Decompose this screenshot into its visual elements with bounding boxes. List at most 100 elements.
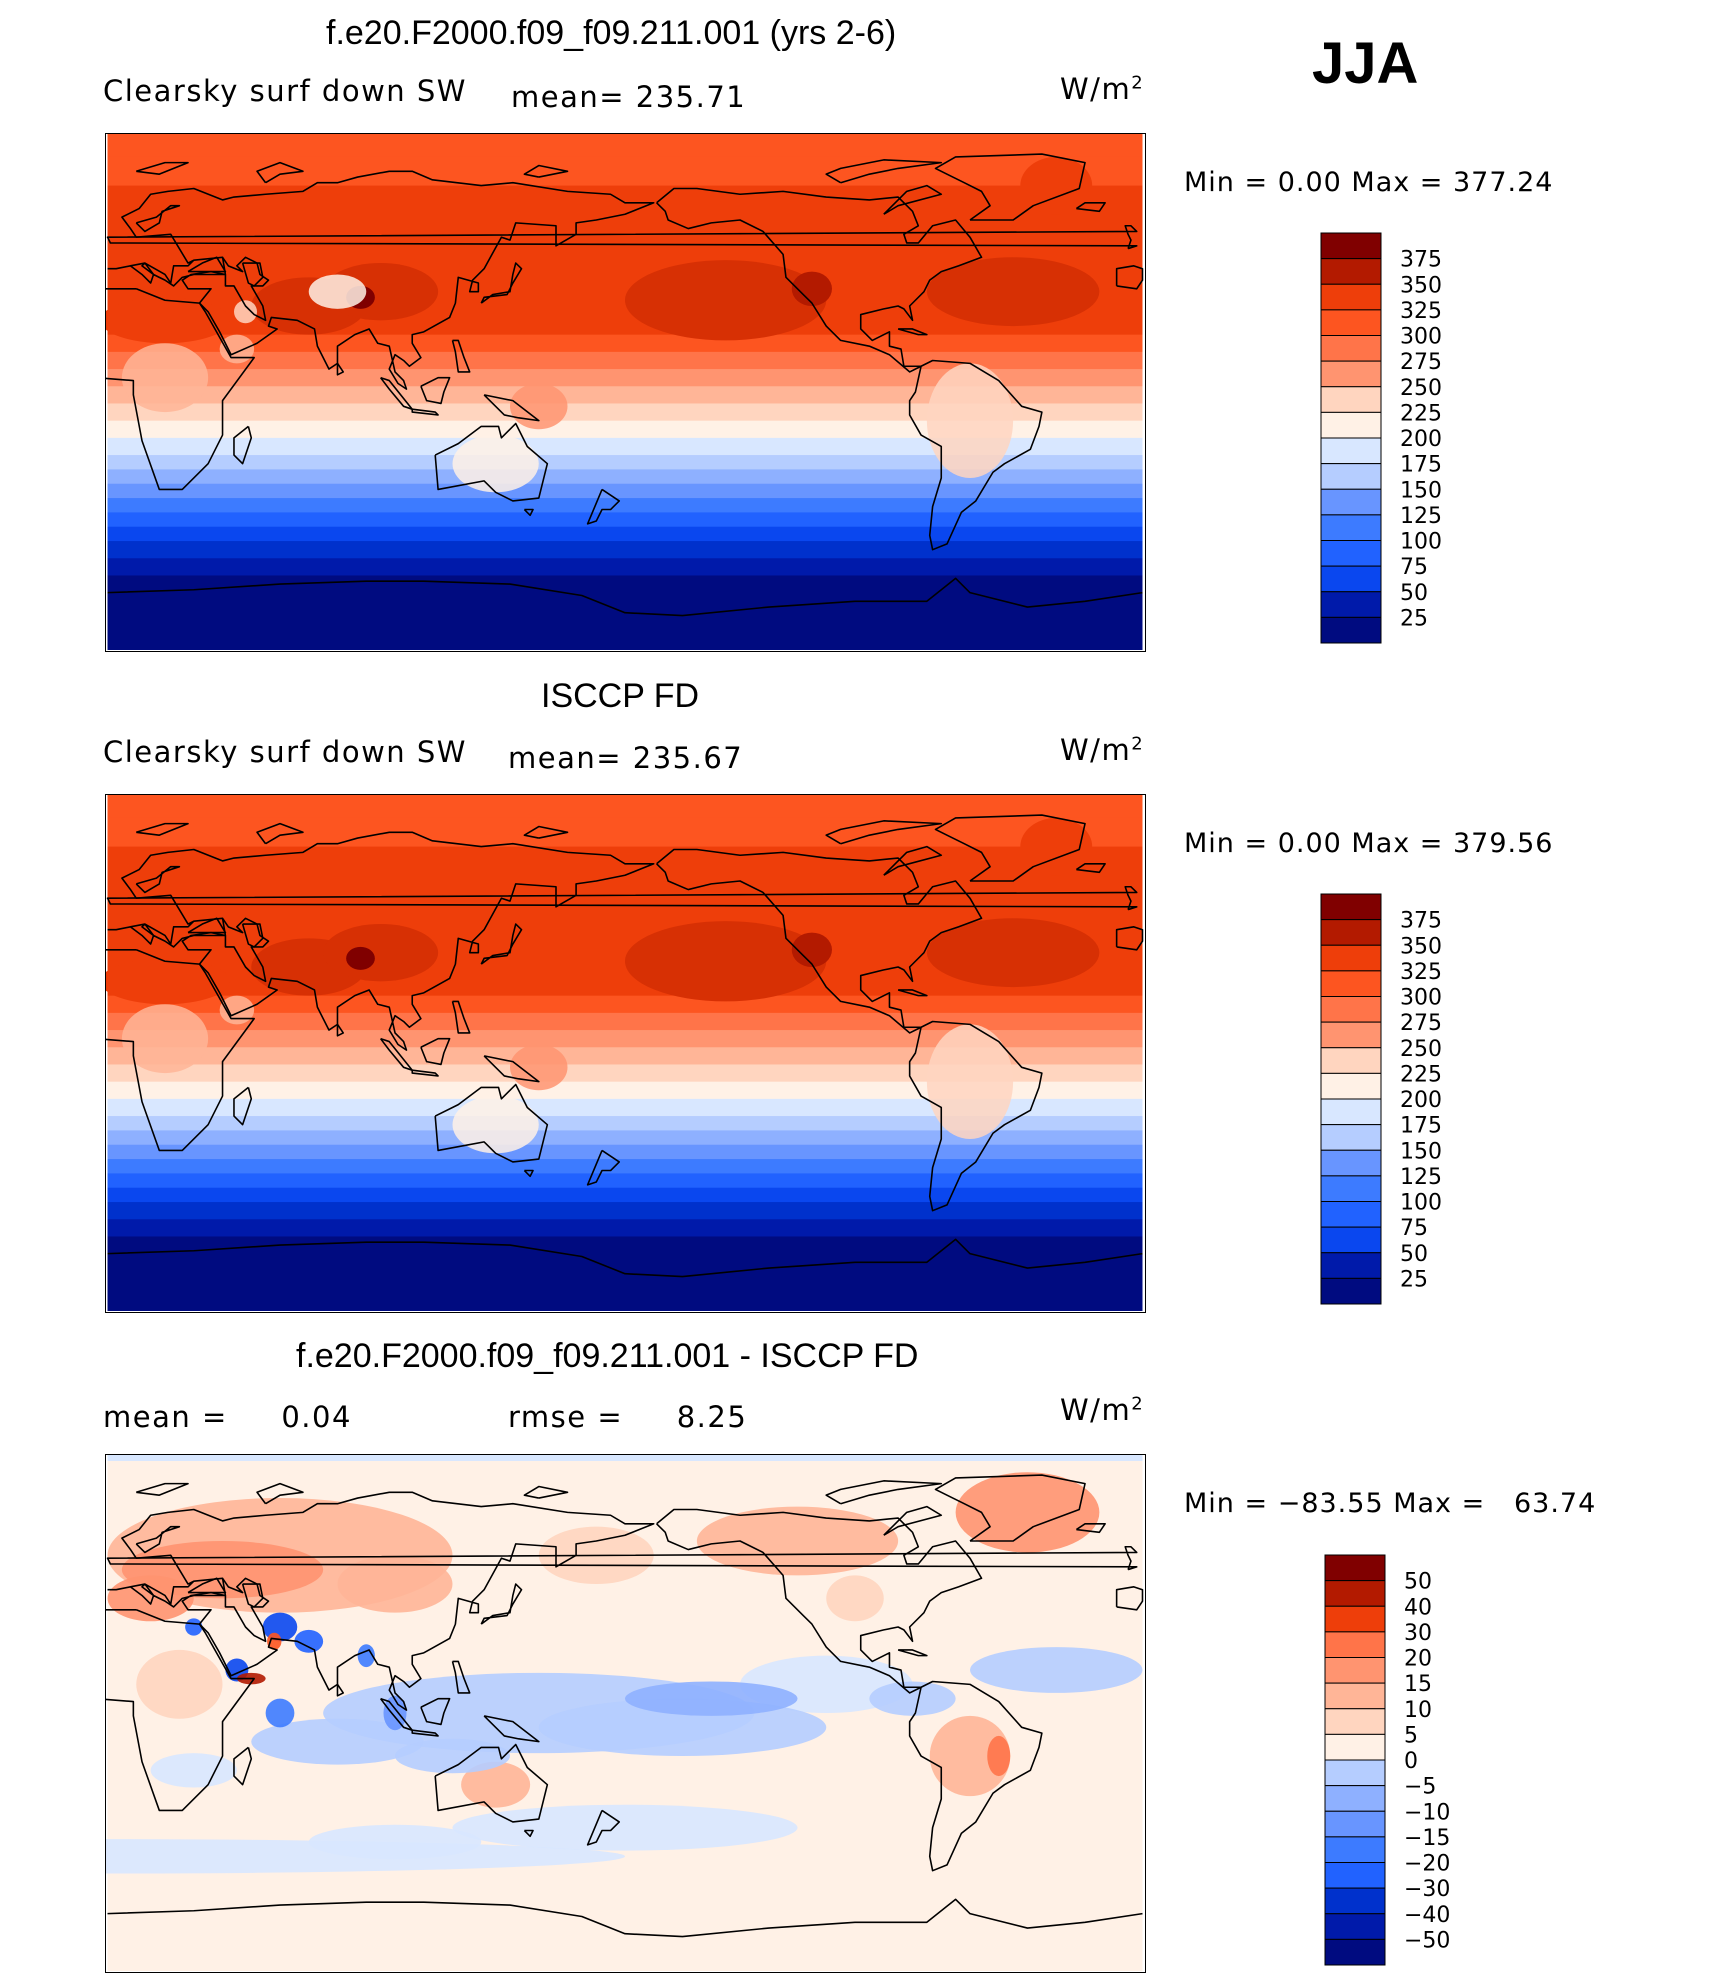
coastline — [1075, 863, 1106, 874]
field-band — [107, 1012, 1143, 1031]
colorbar-box — [1324, 1708, 1386, 1735]
field-anomaly — [185, 1618, 203, 1636]
field-band — [107, 1173, 1143, 1189]
field-band — [107, 469, 1143, 485]
field-difference — [106, 1455, 1143, 1971]
field-band — [107, 1098, 1143, 1117]
field-anomaly — [625, 1681, 798, 1716]
field-anomaly — [452, 1804, 798, 1851]
colorbar-tick-label: −20 — [1404, 1852, 1450, 1877]
field-anomaly — [294, 1629, 324, 1653]
field-band — [107, 420, 1143, 439]
coastline — [411, 408, 439, 416]
field-anomaly — [955, 1472, 1100, 1553]
colorbar-box — [1324, 1554, 1386, 1582]
colorbar-box — [1320, 488, 1382, 516]
coastline — [523, 825, 569, 839]
colorbar-box — [1320, 1047, 1382, 1074]
field-anomaly — [337, 1555, 453, 1613]
field-anomaly — [383, 1695, 407, 1731]
coastline — [379, 1037, 414, 1071]
colorbar-tick-label: 225 — [1400, 1062, 1442, 1087]
colorbar-box — [1320, 335, 1382, 362]
field-maximum — [106, 958, 230, 1005]
field-maximum — [625, 260, 827, 341]
units-label: W/m2 — [1060, 733, 1145, 767]
coastline — [420, 376, 451, 405]
field-band — [107, 1030, 1143, 1048]
colorbar-tick-label: 75 — [1400, 1216, 1428, 1241]
colorbar-tick-label: 250 — [1400, 1037, 1442, 1062]
coastline — [897, 1649, 928, 1657]
colorbar-tick-label: 175 — [1400, 453, 1442, 478]
colorbar-box — [1320, 893, 1382, 921]
coastline — [825, 1480, 943, 1505]
coastlines — [106, 1474, 1144, 1938]
variable-label: Clearsky surf down SW — [103, 735, 467, 769]
coastline — [336, 1683, 345, 1697]
coastline — [825, 820, 943, 845]
field-band — [107, 242, 1143, 267]
colorbar-tick-label: 5 — [1404, 1723, 1418, 1748]
field-anomaly — [987, 1735, 1011, 1777]
colorbar-tick-label: 325 — [1400, 960, 1442, 985]
colorbar-tick-label: 150 — [1400, 478, 1442, 503]
field-minimum — [510, 383, 568, 430]
coastlines — [106, 814, 1144, 1278]
field-anomaly — [107, 1575, 194, 1622]
colorbar-tick-label: 375 — [1400, 909, 1442, 934]
colorbar-tick-label: 10 — [1404, 1698, 1432, 1723]
colorbar-box — [1324, 1682, 1386, 1710]
field-maximum — [926, 257, 1100, 327]
field-band — [107, 1202, 1143, 1220]
colorbar-tick-label: 150 — [1400, 1139, 1442, 1164]
field-band — [107, 1219, 1143, 1237]
panel-title: ISCCP FD — [541, 677, 700, 715]
mean-label: mean= 235.71 — [511, 80, 747, 114]
colorbar-tick-label: 15 — [1404, 1672, 1432, 1697]
coastline — [523, 1169, 534, 1178]
field-minimum — [510, 1044, 568, 1091]
colorbar-box — [1324, 1759, 1386, 1787]
coastline — [106, 885, 1138, 911]
panel-title: f.e20.F2000.f09_f09.211.001 (yrs 2-6) — [326, 14, 897, 52]
colorbar-box — [1320, 514, 1382, 541]
coastline — [483, 1715, 540, 1743]
coastline — [1115, 1586, 1144, 1611]
field-band — [107, 846, 1143, 876]
coastline — [107, 831, 655, 1051]
colorbar-box — [1320, 411, 1382, 439]
colorbar-tick-label: 250 — [1400, 376, 1442, 401]
coastline — [187, 256, 227, 273]
coastline — [523, 508, 534, 517]
coastline — [411, 1729, 439, 1737]
field-band — [107, 437, 1143, 456]
field-band — [107, 403, 1143, 422]
colorbar-box — [1324, 1913, 1386, 1940]
field-maximum — [346, 946, 375, 970]
colorbar-box — [1324, 1862, 1386, 1889]
coastline — [241, 262, 264, 287]
field-band — [107, 369, 1143, 387]
colorbar-tick-label: 200 — [1400, 427, 1442, 452]
coastline — [420, 1037, 451, 1066]
field-maximum — [1020, 156, 1093, 215]
coastline — [136, 161, 189, 175]
colorbar-box — [1324, 1733, 1386, 1761]
colorbar-box — [1324, 1810, 1386, 1838]
field-anomaly — [308, 1824, 482, 1860]
field-anomaly — [150, 1753, 237, 1788]
colorbar-box — [1324, 1657, 1386, 1684]
colorbar-tick-label: −5 — [1404, 1775, 1436, 1800]
coastline — [233, 1746, 253, 1786]
colorbar-tick-label: 30 — [1404, 1621, 1432, 1646]
coastline — [107, 170, 655, 390]
mean-label: mean= 235.67 — [508, 741, 744, 775]
field-bands — [106, 795, 1143, 1311]
coastline — [136, 1482, 189, 1496]
colorbar-box — [1324, 1836, 1386, 1863]
coastline — [135, 865, 181, 894]
colorbar-tick-label: 300 — [1400, 986, 1442, 1011]
coastline — [106, 949, 255, 1152]
field-minimum — [219, 334, 255, 364]
